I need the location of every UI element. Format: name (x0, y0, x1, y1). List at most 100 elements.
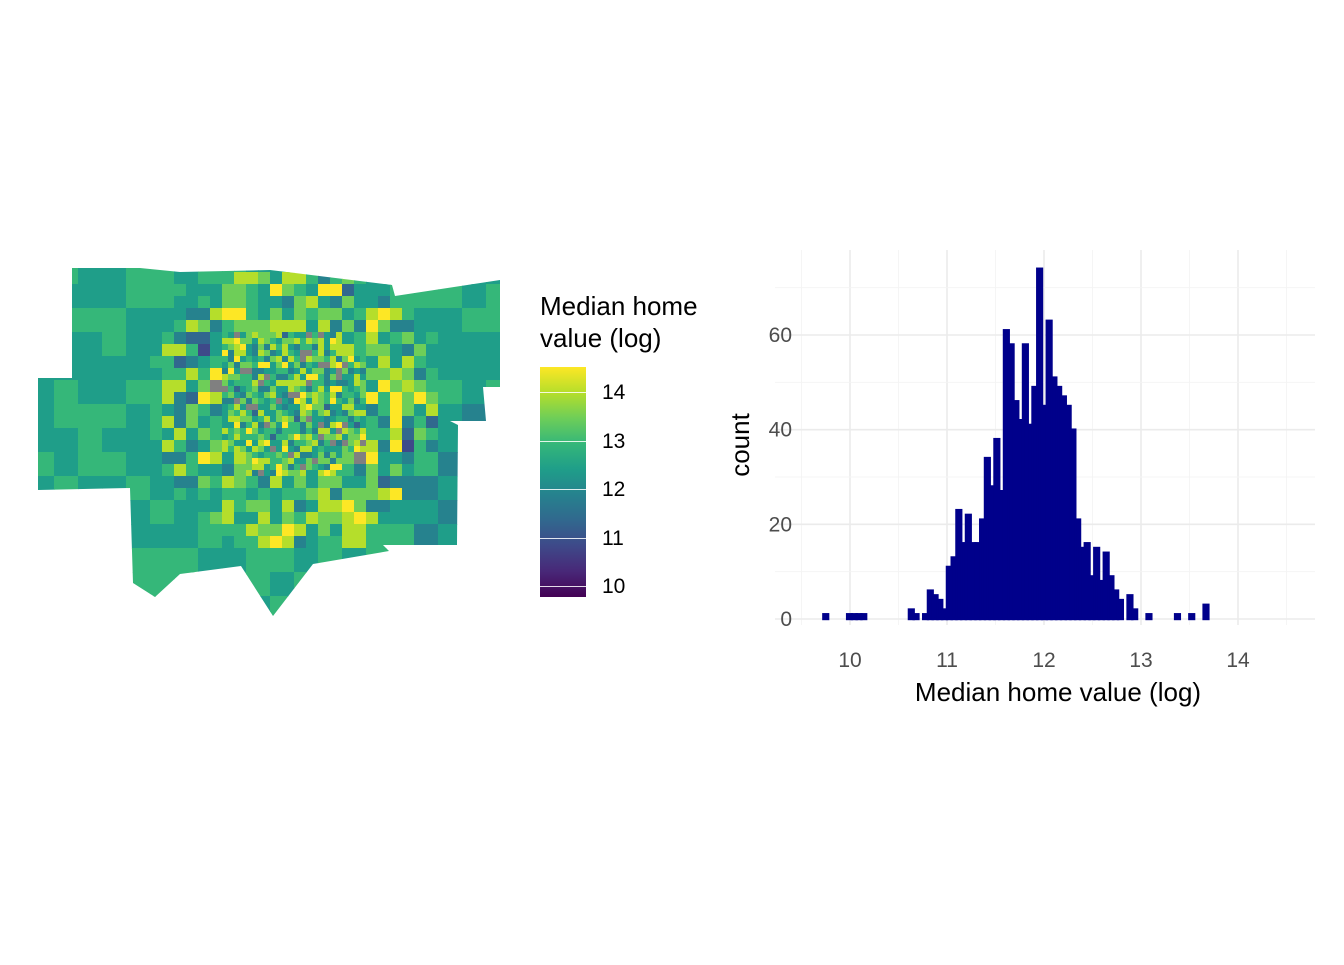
map-tract (258, 308, 271, 321)
map-tract (426, 356, 439, 369)
map-tract (438, 268, 463, 285)
map-tract (264, 338, 271, 345)
map-tract (318, 500, 331, 513)
map-tract (186, 368, 199, 381)
map-tract (324, 380, 331, 387)
map-tract (294, 380, 301, 387)
map-tract (294, 620, 319, 645)
map-tract (300, 344, 307, 351)
map-tract (486, 268, 500, 285)
map-tract (330, 272, 343, 285)
map-tract (342, 392, 349, 399)
map-tract (276, 398, 283, 405)
map-tract (312, 374, 319, 381)
map-tract (366, 488, 379, 501)
map-tract (336, 440, 343, 447)
map-tract (300, 332, 307, 339)
legend-tick-label: 12 (602, 478, 626, 501)
map-tract (174, 380, 187, 393)
legend-tick-label: 11 (602, 527, 624, 550)
map-tract (402, 356, 415, 369)
map-tract (354, 368, 361, 375)
map-tract (354, 392, 361, 399)
map-tract (78, 284, 103, 309)
map-tract (150, 500, 175, 525)
map-tract (222, 452, 235, 465)
map-tract (264, 398, 271, 405)
map-tract (282, 452, 289, 459)
map-tract (378, 380, 391, 393)
map-tract (462, 332, 487, 357)
map-tract (186, 284, 199, 297)
map-tract (186, 356, 199, 369)
map-tract (186, 344, 199, 357)
map-tract (294, 308, 307, 321)
map-tract (342, 446, 349, 453)
map-tract (390, 620, 415, 645)
map-tract (390, 392, 403, 405)
map-tract (354, 344, 367, 357)
map-tract (312, 428, 319, 435)
map-tract (306, 362, 313, 369)
map-tract (486, 548, 500, 573)
map-tract (222, 404, 229, 411)
map-tract (222, 374, 229, 381)
map-tract (354, 446, 361, 453)
map-tract (150, 596, 175, 616)
map-tract (234, 268, 247, 273)
map-tract (342, 308, 355, 321)
map-tract (342, 272, 355, 285)
map-tract (234, 476, 247, 489)
map-tract (306, 488, 319, 501)
map-tract (294, 536, 307, 549)
map-tract (324, 470, 331, 477)
map-tract (264, 362, 271, 369)
map-tract (102, 596, 127, 616)
map-tract (78, 500, 103, 525)
map-tract (486, 500, 500, 525)
map-tract (186, 488, 199, 501)
y-axis-title: count (725, 412, 755, 476)
map-tract (78, 476, 103, 501)
map-tract (294, 500, 307, 513)
map-tract (402, 392, 415, 405)
map-tract (270, 332, 277, 339)
map-tract (306, 458, 313, 465)
map-tract (354, 440, 361, 447)
map-tract (222, 416, 229, 423)
map-tract (294, 416, 301, 423)
map-tract (330, 308, 343, 321)
map-tract (324, 452, 331, 459)
map-tract (282, 320, 295, 333)
map-tract (294, 356, 301, 363)
map-tract (390, 344, 403, 357)
map-tract (264, 440, 271, 447)
map-tract (378, 344, 391, 357)
map-tract (288, 452, 295, 459)
map-tract (306, 356, 313, 363)
map-tract (318, 428, 325, 435)
map-tract (270, 392, 277, 399)
map-tract (234, 392, 241, 399)
map-tract (306, 476, 319, 489)
map-tract (276, 362, 283, 369)
map-tract (360, 404, 367, 411)
map-tract (330, 332, 337, 339)
map-tract (378, 356, 391, 369)
map-tract (234, 368, 241, 375)
map-tract (282, 464, 289, 471)
map-tract (162, 344, 175, 357)
map-tract (210, 464, 223, 477)
map-tract (366, 268, 391, 285)
map-tract (186, 476, 199, 489)
map-tract (38, 284, 55, 309)
map-tract (78, 356, 103, 381)
map-tract (222, 572, 247, 597)
map-tract (354, 356, 361, 363)
map-tract (378, 296, 391, 309)
map-tract (354, 362, 361, 369)
map-tract (276, 470, 283, 477)
map-tract (318, 458, 325, 465)
map-tract (306, 404, 313, 411)
map-tract (312, 398, 319, 405)
